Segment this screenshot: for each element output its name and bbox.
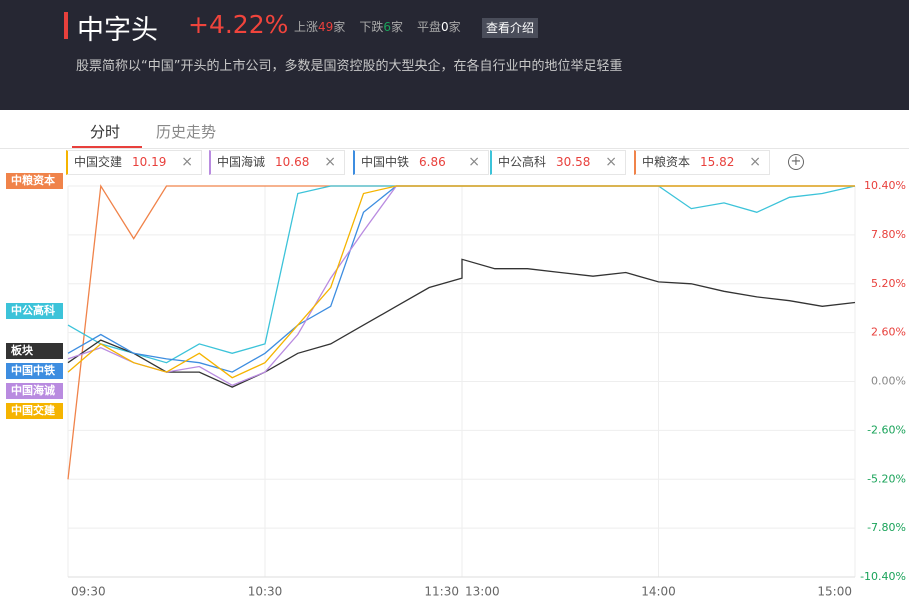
stock-chip[interactable]: 中国海诚 10.68 × — [209, 150, 345, 175]
count-unit: 家 — [333, 20, 346, 34]
divider — [0, 148, 909, 149]
y-tick-label: -2.60% — [867, 423, 906, 436]
legend-label: 中公高科 — [11, 303, 55, 317]
stock-name: 中国交建 — [74, 155, 123, 169]
change: +4.22% — [188, 10, 289, 39]
y-tick-label: -5.20% — [867, 472, 906, 485]
legend-badge — [6, 303, 63, 319]
legend-label: 中国海诚 — [11, 383, 55, 397]
stock-price: 30.58 — [556, 155, 591, 169]
count-label: 上涨 — [294, 20, 319, 34]
y-tick-label: -10.40% — [860, 570, 906, 583]
count-value: 49 — [318, 20, 334, 34]
stock-price: 10.68 — [275, 155, 310, 169]
stock-name: 中粮资本 — [642, 155, 691, 169]
tab[interactable]: 分时 — [90, 123, 121, 141]
count-label: 平盘 — [416, 20, 441, 34]
header: 中字头 +4.22% 上涨49家 下跌6家 平盘0家 查看介绍 股票简称以“中国”开… — [0, 0, 909, 110]
legend-badge — [6, 363, 63, 379]
x-tick-label: 09:30 — [71, 585, 106, 599]
close-icon: × — [605, 154, 617, 170]
count-label: 下跌 — [359, 20, 384, 34]
legend-label: 中粮资本 — [11, 173, 55, 187]
accent-bar — [64, 12, 68, 39]
y-tick-label: 2.60% — [871, 326, 906, 339]
close-icon: × — [181, 154, 193, 170]
stock-chip[interactable]: 中国中铁 6.86 × — [353, 150, 489, 175]
description: 股票简称以“中国”开头的上市公司，多数是国资控股的大型央企，在各自行业中的地位举… — [76, 59, 623, 74]
count-value: 6 — [383, 20, 391, 34]
count-unit: 家 — [448, 20, 461, 34]
x-tick-label: 13:00 — [465, 585, 500, 599]
series-line — [67, 258, 856, 388]
x-tick-label: 15:00 — [817, 585, 852, 599]
y-tick-label: 0.00% — [871, 375, 906, 388]
legend-badge — [6, 383, 63, 399]
intro-button[interactable]: 查看介绍 — [482, 18, 538, 38]
stock-chip[interactable]: 中公高科 30.58 × — [490, 150, 626, 175]
stock-name: 中国海诚 — [217, 155, 266, 169]
stock-price: 10.19 — [132, 155, 167, 169]
y-tick-label: 5.20% — [871, 277, 906, 290]
tab[interactable]: 历史走势 — [156, 123, 217, 141]
title: 中字头 — [77, 15, 158, 46]
close-icon: × — [468, 154, 480, 170]
stock-name: 中国中铁 — [361, 155, 410, 169]
legend-label: 板块 — [11, 343, 34, 357]
stock-name: 中公高科 — [498, 155, 547, 169]
x-tick-label: 11:30 — [424, 585, 459, 599]
x-tick-label: 10:30 — [248, 585, 283, 599]
stock-chip[interactable]: 中国交建 10.19 × — [66, 150, 202, 175]
tab-underline — [72, 146, 142, 148]
count-value: 0 — [441, 20, 449, 34]
counts: 上涨49家 下跌6家 平盘0家 — [294, 18, 461, 35]
y-tick-label: 10.40% — [864, 179, 906, 192]
y-tick-label: -7.80% — [867, 521, 906, 534]
series-line — [67, 185, 855, 379]
legend-badge — [6, 173, 63, 189]
legend-label: 中国中铁 — [11, 363, 55, 377]
legend-label: 中国交建 — [11, 403, 56, 417]
chart: 10.40% 7.80% 5.20% 2.60% 0.00% -2.60% -5.20% -7… — [6, 173, 906, 599]
count-unit: 家 — [390, 20, 403, 34]
legend-badge — [6, 343, 63, 359]
close-icon: × — [749, 154, 761, 170]
stock-price: 6.86 — [419, 155, 446, 169]
legend-badge — [6, 403, 63, 419]
y-tick-label: 7.80% — [871, 228, 906, 241]
stock-price: 15.82 — [700, 155, 735, 169]
stock-chip[interactable]: 中粮资本 15.82 × — [634, 150, 770, 175]
add-icon[interactable]: + — [788, 154, 804, 170]
x-tick-label: 14:00 — [641, 585, 676, 599]
close-icon: × — [324, 154, 336, 170]
